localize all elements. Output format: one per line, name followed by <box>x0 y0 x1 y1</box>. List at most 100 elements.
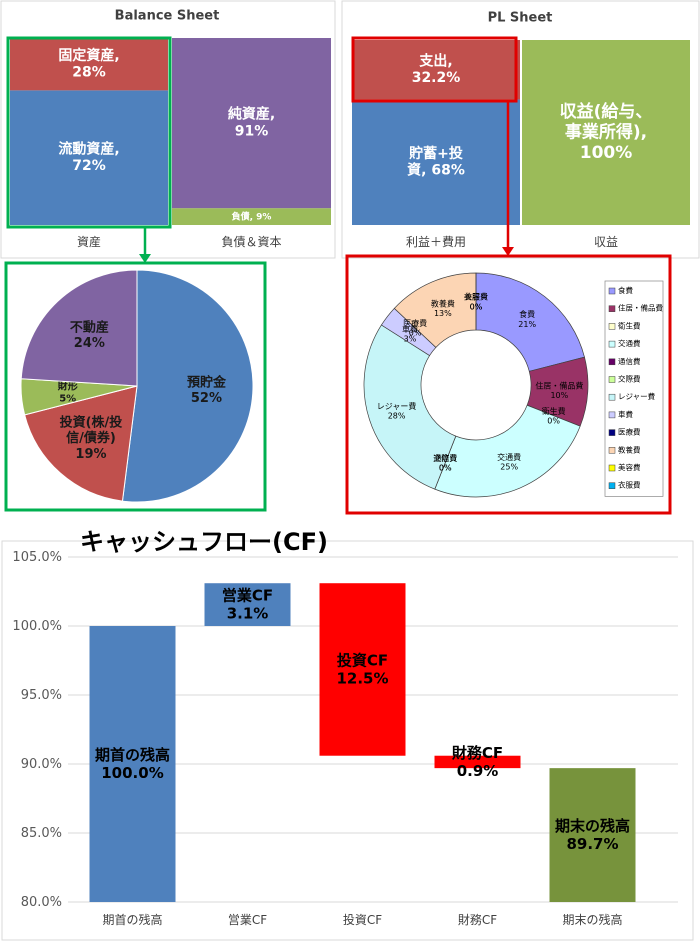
legend-swatch <box>608 287 616 295</box>
chart-title: PL Sheet <box>488 11 553 26</box>
panel-frame <box>0 0 336 259</box>
panel-frame <box>1 540 694 941</box>
highlights <box>4 36 672 515</box>
legend-label: 衛生費 <box>618 320 641 330</box>
bar-segment <box>172 208 331 225</box>
legend-label: 通信費 <box>618 356 641 366</box>
highlight-frame <box>6 36 172 229</box>
data-label: 財務CF 0.9% <box>451 743 503 779</box>
legend-label: レジャー費 <box>618 391 656 401</box>
legend-swatch <box>608 482 616 489</box>
data-label: 収益(給与、事業所得), 100% <box>560 101 653 163</box>
data-label: 期末の残高 89.7% <box>555 817 630 853</box>
waterfall-bar <box>89 626 176 902</box>
data-label: 教養費 13% <box>431 298 455 318</box>
data-label: 支出, 32.2% <box>412 52 461 86</box>
donut-slice <box>434 404 581 498</box>
legend-swatch <box>608 411 616 419</box>
legend-swatch <box>608 464 616 472</box>
y-tick-label: 100.0% <box>12 619 62 634</box>
data-label: 交際費 0% <box>433 452 457 472</box>
data-label: 住居・備品費 10% <box>535 380 583 400</box>
legend-label: 衣服費 <box>618 480 641 490</box>
y-tick-label: 95.0% <box>21 688 62 703</box>
legend-swatch <box>608 447 616 454</box>
data-label: 期首の残高 100.0% <box>95 746 170 782</box>
x-tick-label: 収益 <box>594 235 618 249</box>
legend-swatch <box>608 323 616 330</box>
data-label: 預貯金 52% <box>187 374 227 406</box>
y-tick-label: 85.0% <box>21 826 62 841</box>
data-label: 営業CF 3.1% <box>222 586 273 622</box>
legend-label: 医療費 <box>618 427 641 437</box>
legend-label: 交通費 <box>618 338 641 348</box>
data-label: 固定資産, 28% <box>58 47 119 81</box>
highlight-frame <box>351 36 518 103</box>
data-label: 財形 5% <box>57 380 78 405</box>
x-tick-label: 期首の残高 <box>102 912 162 927</box>
legend-label: 教養費 <box>618 444 641 454</box>
legend-box <box>604 280 664 497</box>
data-label: 車費 3% <box>402 324 418 344</box>
x-tick-label: 負債＆資本 <box>221 234 281 249</box>
chart-title: Balance Sheet <box>115 9 220 24</box>
arrow-head <box>502 247 514 256</box>
data-label: 負債, 9% <box>232 210 272 222</box>
waterfall-bar <box>434 755 521 769</box>
pie-slice <box>121 269 254 503</box>
arrow-head <box>139 254 151 263</box>
x-tick-label: 営業CF <box>228 913 267 927</box>
legend-label: 美容費 <box>618 462 641 472</box>
data-label: 投資CF 12.5% <box>336 651 388 687</box>
x-tick-label: 資産 <box>77 234 101 249</box>
data-label: 医療費 0% <box>403 318 427 338</box>
data-label: レジャー費 28% <box>377 401 417 421</box>
pie-slice <box>20 269 138 387</box>
bar-segment <box>172 38 331 209</box>
chart-title: キャッシュフロー(CF) <box>80 528 328 556</box>
legend-label: 住居・備品費 <box>618 303 663 313</box>
legend-swatch <box>608 393 616 401</box>
data-label: 食費 21% <box>518 309 536 329</box>
data-label: 通信費 0% <box>433 452 457 472</box>
donut-slice <box>475 272 585 372</box>
donut-slice <box>363 324 457 490</box>
legend-swatch <box>608 305 616 312</box>
legend-swatch <box>608 340 616 348</box>
bar-segment <box>522 40 690 225</box>
x-tick-label: 投資CF <box>343 912 382 927</box>
waterfall-bar <box>549 768 636 902</box>
data-label: 不動産 24% <box>70 319 109 351</box>
data-label: 衣服費 0% <box>464 291 488 311</box>
data-label: 貯蓄+投資, 68% <box>407 145 465 179</box>
data-label: 交通費 25% <box>497 451 521 471</box>
legend-label: 交際費 <box>618 374 641 384</box>
data-label: 投資(株/投信/債券) 19% <box>60 414 123 461</box>
legend-swatch <box>608 358 616 366</box>
data-label: 美容費 0% <box>464 291 488 311</box>
bar-segment <box>352 99 520 225</box>
legend-label: 車費 <box>618 409 633 419</box>
highlight-frame <box>4 261 267 512</box>
x-tick-label: 利益＋費用 <box>406 234 466 249</box>
y-tick-label: 90.0% <box>21 757 62 772</box>
bar-segment <box>352 40 520 100</box>
highlight-frame <box>345 254 672 515</box>
y-tick-label: 80.0% <box>21 895 62 910</box>
bar-segment <box>10 90 168 225</box>
data-label: 衛生費 0% <box>542 405 566 425</box>
bar-segment <box>10 38 168 91</box>
waterfall-bar <box>319 583 406 756</box>
legend-swatch <box>608 429 616 436</box>
waterfall-bar <box>204 583 291 626</box>
legend-swatch <box>608 376 616 383</box>
y-tick-label: 105.0% <box>12 550 62 565</box>
pie-slice <box>24 385 138 502</box>
legend-label: 食費 <box>618 285 633 295</box>
panel-frame <box>341 0 700 259</box>
data-label: 純資産, 91% <box>228 106 275 140</box>
x-tick-label: 財務CF <box>458 912 497 927</box>
data-label: 流動資産, 72% <box>58 140 119 174</box>
